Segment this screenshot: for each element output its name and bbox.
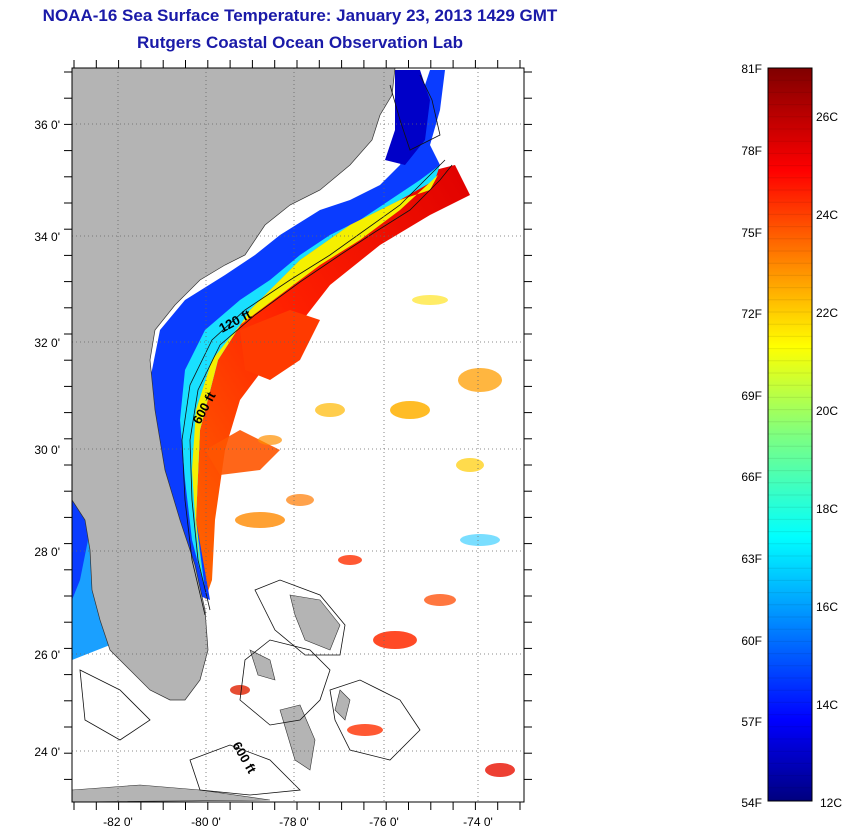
temperature-colorbar bbox=[767, 67, 813, 802]
shelf-yellow-band bbox=[192, 175, 438, 580]
axis-ticks bbox=[64, 60, 532, 810]
colorbar-c-16: 16C bbox=[816, 600, 838, 614]
lon-label-74: -74 0' bbox=[463, 815, 493, 829]
colorbar-f-60: 60F bbox=[741, 634, 762, 648]
colorbar-c-18: 18C bbox=[816, 502, 838, 516]
lat-label-26: 26 0' bbox=[34, 648, 60, 662]
map-title: NOAA-16 Sea Surface Temperature: January… bbox=[42, 6, 558, 25]
latitude-labels: 36 0' 34 0' 32 0' 30 0' 28 0' 26 0' 24 0… bbox=[34, 118, 60, 759]
lat-label-24: 24 0' bbox=[34, 745, 60, 759]
lon-label-78: -78 0' bbox=[279, 815, 309, 829]
pamlico-cold-water bbox=[385, 70, 430, 165]
lon-label-80: -80 0' bbox=[191, 815, 221, 829]
colorbar-c-12: 12C bbox=[820, 796, 842, 810]
warm-eddy-region bbox=[240, 310, 320, 380]
colorbar-f-75: 75F bbox=[741, 226, 762, 240]
lat-label-32: 32 0' bbox=[34, 336, 60, 350]
land-mainland bbox=[72, 68, 396, 701]
lat-label-30: 30 0' bbox=[34, 443, 60, 457]
colorbar-fahrenheit-labels: 81F 78F 75F 72F 69F 66F 63F 60F 57F 54F bbox=[741, 62, 762, 810]
colorbar-c-14: 14C bbox=[816, 698, 838, 712]
colorbar-f-72: 72F bbox=[741, 307, 762, 321]
colorbar-c-26: 26C bbox=[816, 110, 838, 124]
colorbar-f-78: 78F bbox=[741, 144, 762, 158]
scattered-warm-patches bbox=[230, 295, 515, 777]
colorbar-f-54: 54F bbox=[741, 796, 762, 810]
shelf-cold-water bbox=[150, 70, 445, 600]
lon-label-82: -82 0' bbox=[103, 815, 133, 829]
colorbar-f-69: 69F bbox=[741, 389, 762, 403]
map-frame bbox=[71, 67, 525, 803]
lon-label-76: -76 0' bbox=[369, 815, 399, 829]
colorbar-f-57: 57F bbox=[741, 715, 762, 729]
longitude-labels: -82 0' -80 0' -78 0' -76 0' -74 0' bbox=[103, 815, 493, 829]
colorbar-bands bbox=[768, 67, 812, 801]
colorbar-c-24: 24C bbox=[816, 208, 838, 222]
colorbar-f-66: 66F bbox=[741, 470, 762, 484]
colorbar-c-20: 20C bbox=[816, 404, 838, 418]
lat-label-36: 36 0' bbox=[34, 118, 60, 132]
lat-label-34: 34 0' bbox=[34, 230, 60, 244]
cuba-land bbox=[72, 784, 271, 802]
bathymetry-contours bbox=[79, 74, 453, 796]
colorbar-f-63: 63F bbox=[741, 552, 762, 566]
bahamas-islands bbox=[249, 594, 351, 771]
lat-label-28: 28 0' bbox=[34, 545, 60, 559]
shelf-cyan-band bbox=[180, 165, 440, 590]
map-subtitle: Rutgers Coastal Ocean Observation Lab bbox=[137, 33, 463, 52]
colorbar-celsius-labels: 26C 24C 22C 20C 18C 16C 14C 12C bbox=[816, 110, 842, 810]
map-graticule bbox=[72, 68, 524, 802]
colorbar-c-22: 22C bbox=[816, 306, 838, 320]
colorbar-f-81: 81F bbox=[741, 62, 762, 76]
